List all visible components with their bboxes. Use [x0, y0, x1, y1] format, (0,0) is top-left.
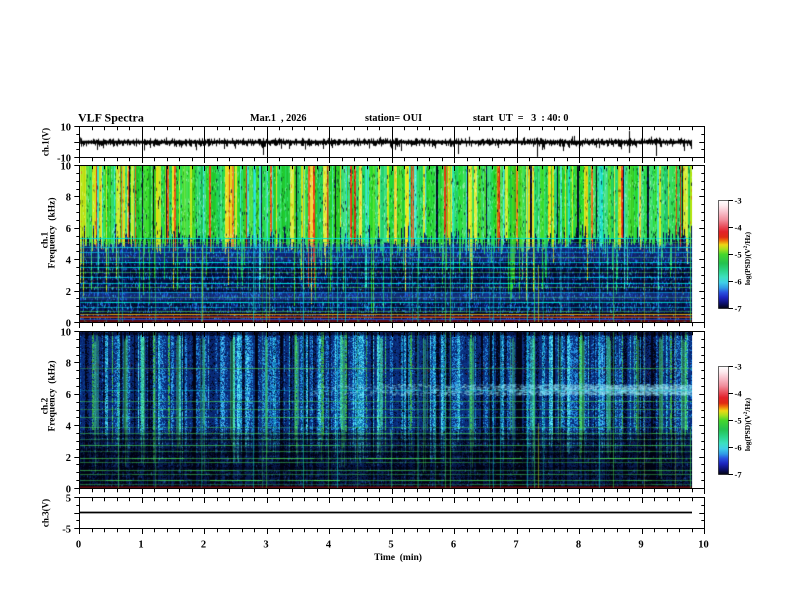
svg-text:ch.1(V): ch.1(V): [40, 128, 50, 156]
svg-text:-5: -5: [735, 250, 742, 260]
svg-text:4: 4: [326, 540, 332, 551]
svg-text:-5: -5: [735, 416, 742, 426]
svg-text:9: 9: [638, 540, 643, 551]
svg-text:-3: -3: [735, 362, 742, 372]
svg-text:3: 3: [263, 540, 268, 551]
svg-text:4: 4: [66, 422, 72, 433]
svg-text:ch.1: ch.1: [41, 231, 51, 248]
svg-text:6: 6: [451, 540, 456, 551]
svg-text:Frequency (kHz): Frequency (kHz): [47, 197, 58, 268]
svg-text:Mar.1 , 2026: Mar.1 , 2026: [250, 113, 307, 124]
svg-text:4: 4: [66, 256, 72, 267]
svg-text:5: 5: [388, 540, 393, 551]
svg-text:10: 10: [61, 123, 72, 134]
svg-text:-6: -6: [735, 277, 742, 287]
svg-text:start UT = 3 : 40: 0: start UT = 3 : 40: 0: [473, 113, 569, 124]
svg-text:10: 10: [698, 540, 709, 551]
svg-text:-3: -3: [735, 196, 742, 206]
svg-text:8: 8: [576, 540, 581, 551]
svg-text:VLF Spectra: VLF Spectra: [78, 111, 144, 125]
svg-text:0: 0: [76, 540, 81, 551]
svg-text:7: 7: [513, 540, 518, 551]
svg-text:-10: -10: [57, 154, 71, 165]
svg-text:-4: -4: [735, 389, 743, 399]
svg-text:10: 10: [61, 161, 72, 172]
svg-text:ch.2: ch.2: [41, 397, 51, 414]
svg-text:ch.3(V): ch.3(V): [40, 499, 50, 527]
svg-text:-5: -5: [62, 525, 71, 536]
svg-text:5: 5: [66, 494, 71, 505]
svg-text:2: 2: [201, 540, 206, 551]
svg-text:log(PSD)(V2/Hz): log(PSD)(V2/Hz): [743, 231, 752, 285]
svg-text:-6: -6: [735, 443, 742, 453]
svg-text:2: 2: [66, 287, 71, 298]
svg-text:-4: -4: [735, 223, 743, 233]
svg-text:10: 10: [61, 327, 72, 338]
svg-text:log(PSD)(V2/Hz): log(PSD)(V2/Hz): [743, 397, 752, 451]
svg-text:Time (min): Time (min): [374, 552, 422, 563]
svg-text:-7: -7: [735, 470, 743, 480]
svg-text:8: 8: [66, 359, 71, 370]
svg-text:station= OUI: station= OUI: [365, 113, 422, 124]
svg-text:-7: -7: [735, 304, 743, 314]
svg-text:6: 6: [66, 224, 71, 235]
svg-text:2: 2: [66, 453, 71, 464]
svg-text:8: 8: [66, 193, 71, 204]
svg-text:1: 1: [138, 540, 143, 551]
svg-text:0: 0: [66, 318, 71, 329]
svg-text:0: 0: [66, 484, 71, 495]
svg-text:Frequency (kHz): Frequency (kHz): [47, 360, 58, 431]
svg-text:6: 6: [66, 390, 71, 401]
